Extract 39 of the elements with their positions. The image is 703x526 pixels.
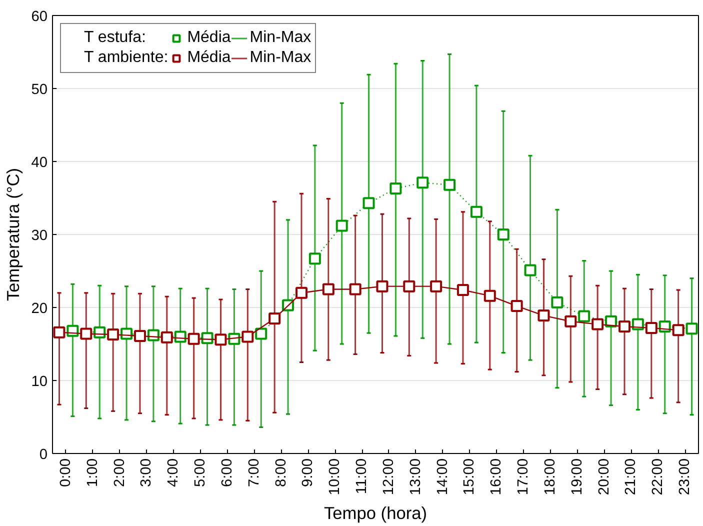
x-tick-label: 18:00 (542, 458, 558, 496)
x-tick-label: 5:00 (192, 458, 209, 488)
x-tick-label: 17:00 (516, 458, 532, 496)
y-tick-label: 50 (31, 82, 48, 98)
y-axis-title: Temperatura (°C) (3, 168, 24, 302)
y-tick-label: 60 (31, 9, 48, 25)
x-tick-label: 20:00 (596, 458, 612, 496)
annotation: Média (187, 49, 231, 67)
x-tick-label: 6:00 (219, 458, 236, 488)
y-tick-label: 40 (31, 155, 48, 171)
annotation: Média (187, 29, 231, 47)
y-tick-label: 30 (31, 228, 48, 244)
legend-label: T ambiente: (84, 49, 168, 67)
x-tick-label: 8:00 (273, 458, 290, 488)
annotation: Min-Max (250, 49, 312, 67)
x-tick-label: 22:00 (650, 458, 666, 496)
x-tick-label: 2:00 (112, 458, 128, 488)
y-tick-label: 0 (39, 447, 48, 463)
x-tick-label: 12:00 (380, 458, 397, 496)
x-axis-title: Tempo (hora) (324, 503, 428, 524)
x-tick-label: 14:00 (434, 458, 451, 496)
y-tick-label: 10 (31, 374, 48, 390)
x-tick-label: 1:00 (84, 458, 101, 488)
y-tick-label: 20 (31, 301, 48, 317)
x-tick-label: 10:00 (327, 458, 344, 496)
x-tick-label: 3:00 (138, 458, 155, 488)
x-tick-label: 16:00 (488, 458, 505, 496)
x-tick-label: 11:00 (354, 458, 370, 494)
legend-label: T estufa: (84, 29, 146, 47)
x-tick-label: 23:00 (677, 458, 694, 496)
x-tick-label: 15:00 (462, 458, 478, 496)
x-tick-label: 19:00 (569, 458, 586, 496)
x-tick-label: 21:00 (623, 458, 640, 496)
x-tick-label: 13:00 (408, 458, 424, 496)
annotation: Min-Max (250, 29, 312, 47)
x-tick-label: 7:00 (246, 458, 262, 488)
x-tick-label: 9:00 (300, 458, 316, 488)
x-tick-label: 0:00 (58, 458, 74, 488)
x-tick-label: 4:00 (166, 458, 182, 488)
